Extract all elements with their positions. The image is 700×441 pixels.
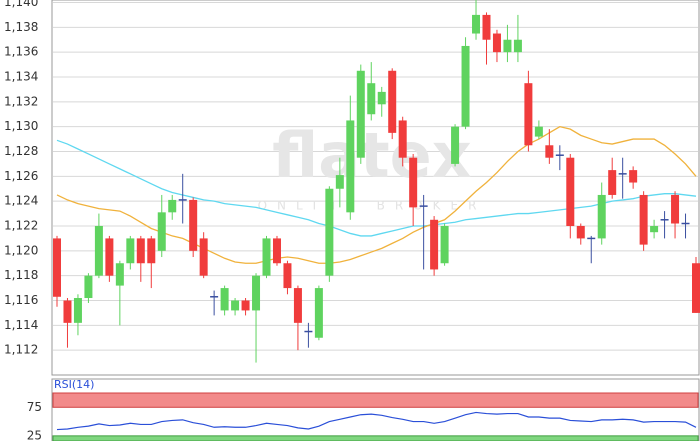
candle-body [231,300,240,311]
candle-body [650,225,659,233]
y-tick-label: 1,136 [4,45,38,59]
candle-body [503,39,512,53]
y-tick-label: 1,128 [4,144,38,158]
candle-body [398,120,407,158]
rsi-title: RSI(14) [54,378,94,391]
y-tick-label: 1,140 [4,0,38,9]
y-tick-label: 1,112 [4,343,38,357]
candle-body [283,263,292,289]
candle-body [461,45,470,127]
candle-body [388,70,397,133]
watermark-tagline: ONLINE BROKER [258,199,487,213]
candle-body [105,238,114,276]
candle-body [136,238,145,264]
candle-body [545,145,554,158]
candle-body [84,275,93,299]
candle-body [492,33,501,53]
candle-body [94,225,103,276]
candle-body [566,157,575,226]
candle-body [524,83,533,146]
watermark: flatex ONLINE BROKER [258,119,487,213]
overbought-band [52,392,699,408]
candle-body [534,126,543,137]
candle-body [126,238,135,264]
y-tick-label: 25 [27,428,42,441]
y-tick-label: 1,132 [4,94,38,108]
candle-body [63,300,72,323]
y-tick-label: 1,124 [4,194,38,208]
candle-body [220,288,229,311]
candle-body [199,238,208,276]
candle-body [440,225,449,264]
y-tick-label: 1,130 [4,119,38,133]
candle-body [115,263,124,286]
candle-body [377,91,386,105]
rsi-line [56,411,697,431]
candle-body [513,39,522,53]
candle-body [53,238,61,297]
candle-body [482,14,491,40]
candle-body [367,83,376,115]
y-tick-label: 1,122 [4,218,38,232]
y-tick-label: 1,114 [4,318,38,332]
candle-body [451,126,460,164]
y-tick-label: 1,126 [4,169,38,183]
candle-body [189,199,198,251]
candle-body [241,300,250,311]
candle-body [346,120,355,213]
candle-body [314,288,323,338]
candle-body [597,194,606,239]
candle-body [356,70,365,158]
candle-body [409,157,418,208]
rsi-frame [51,378,700,441]
candle-body [325,188,334,276]
y-tick-label: 1,134 [4,69,38,83]
candle-body [629,170,638,183]
candle-body [639,194,648,245]
candle-body [335,175,344,189]
candle-body [252,275,261,311]
candle-body [168,199,177,213]
y-tick-label: 1,120 [4,243,38,257]
y-tick-label: 75 [27,400,42,414]
oversold-band [52,435,699,441]
candle-body [430,219,439,270]
candle-body [608,170,617,195]
candle-body [272,238,281,264]
candle-body [157,212,166,251]
candle-body [147,238,156,264]
moving-average [56,139,697,237]
candle-body [576,225,585,239]
y-tick-label: 1,116 [4,293,38,307]
candle-body [262,238,271,276]
candle-body [472,14,481,34]
candle-body [692,263,700,313]
candle-body [671,194,680,224]
candle-body [293,288,302,323]
candle-body [73,298,82,323]
y-tick-label: 1,118 [4,268,38,282]
watermark-logo: flatex [272,119,471,192]
y-tick-label: 1,138 [4,20,38,34]
